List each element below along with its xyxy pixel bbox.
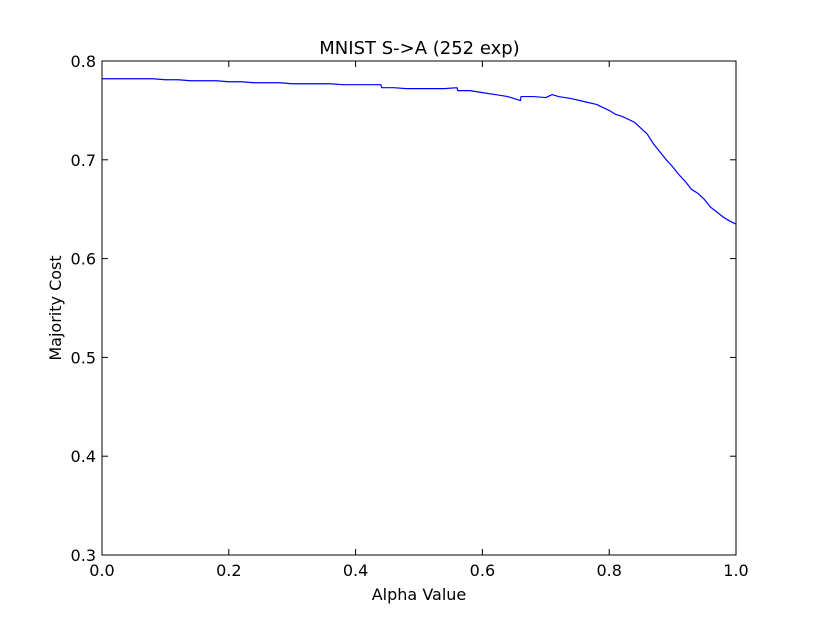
- y-tick-label: 0.6: [71, 250, 96, 269]
- x-tick-label: 0.8: [596, 561, 621, 580]
- chart-title: MNIST S->A (252 exp): [319, 38, 519, 59]
- x-axis: 0.0 0.2 0.4 0.6 0.8 1.0: [89, 61, 749, 580]
- y-tick-label: 0.5: [71, 348, 96, 367]
- plot-area: 0.0 0.2 0.4 0.6 0.8 1.0 0.3 0.4 0.5 0.6 0.7 0.8: [71, 52, 749, 580]
- y-axis: 0.3 0.4 0.5 0.6 0.7 0.8: [71, 52, 736, 565]
- x-tick-label: 0.4: [343, 561, 368, 580]
- y-tick-label: 0.3: [71, 546, 96, 565]
- x-tick-label: 0.6: [470, 561, 495, 580]
- series-line-1: [102, 78, 737, 225]
- x-tick-label: 0.0: [89, 561, 114, 580]
- x-axis-label: Alpha Value: [372, 585, 467, 604]
- y-tick-label: 0.8: [71, 52, 96, 71]
- x-tick-label: 1.0: [723, 561, 748, 580]
- y-tick-label: 0.7: [71, 151, 96, 170]
- y-axis-label: Majority Cost: [46, 255, 65, 360]
- series-layer: [102, 78, 737, 225]
- plot-frame: [101, 60, 737, 556]
- x-tick-label: 0.2: [216, 561, 241, 580]
- y-tick-label: 0.4: [71, 447, 96, 466]
